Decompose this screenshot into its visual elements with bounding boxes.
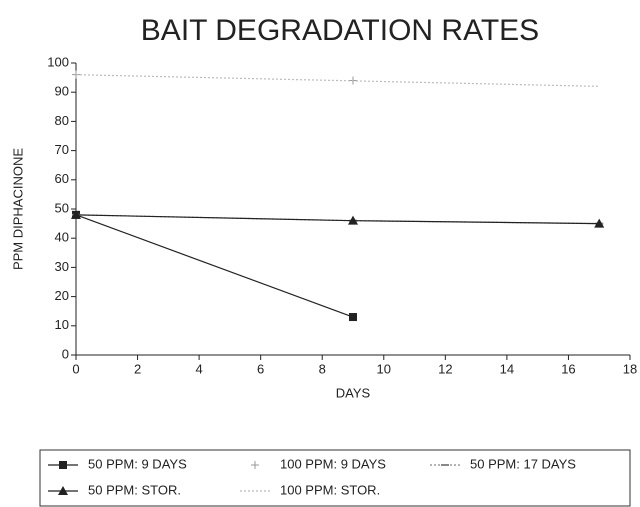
marker (349, 313, 357, 322)
legend-label: 100 PPM: 9 DAYS (280, 456, 386, 471)
x-tick-label: 14 (500, 361, 514, 376)
x-tick-label: 2 (134, 361, 141, 376)
series-line (75, 214, 354, 318)
legend-label: 50 PPM: STOR. (88, 482, 181, 497)
legend-label: 50 PPM: 9 DAYS (88, 456, 187, 471)
y-tick-label: 0 (62, 346, 69, 361)
y-tick-label: 70 (55, 142, 69, 157)
series-line (75, 214, 600, 225)
marker (59, 461, 67, 469)
y-axis-label: PPM DIPHACINONE (10, 148, 25, 270)
y-tick-label: 100 (47, 54, 69, 69)
y-tick-label: 90 (55, 84, 69, 99)
x-tick-label: 8 (319, 361, 326, 376)
legend-label: 100 PPM: STOR. (280, 482, 380, 497)
x-tick-label: 16 (561, 361, 575, 376)
x-tick-label: 18 (623, 361, 637, 376)
y-tick-label: 60 (55, 171, 69, 186)
x-tick-label: 12 (438, 361, 452, 376)
x-tick-label: 6 (257, 361, 264, 376)
y-tick-label: 40 (55, 230, 69, 245)
marker (58, 486, 68, 495)
legend-box (39, 449, 631, 507)
legend-label: 50 PPM: 17 DAYS (470, 456, 576, 471)
series-line (75, 74, 600, 87)
y-tick-label: 80 (55, 113, 69, 128)
marker (251, 461, 259, 469)
x-axis-label: DAYS (336, 385, 371, 400)
marker (594, 218, 605, 228)
y-tick-label: 50 (55, 200, 69, 215)
y-tick-label: 30 (55, 259, 69, 274)
chart-title: BAIT DEGRADATION RATES (141, 14, 539, 47)
marker (71, 209, 81, 219)
x-tick-label: 4 (195, 361, 202, 376)
marker (348, 215, 358, 225)
y-tick-label: 20 (55, 288, 69, 303)
y-tick-label: 10 (55, 317, 69, 332)
x-tick-label: 0 (72, 361, 79, 376)
x-tick-label: 10 (377, 361, 391, 376)
